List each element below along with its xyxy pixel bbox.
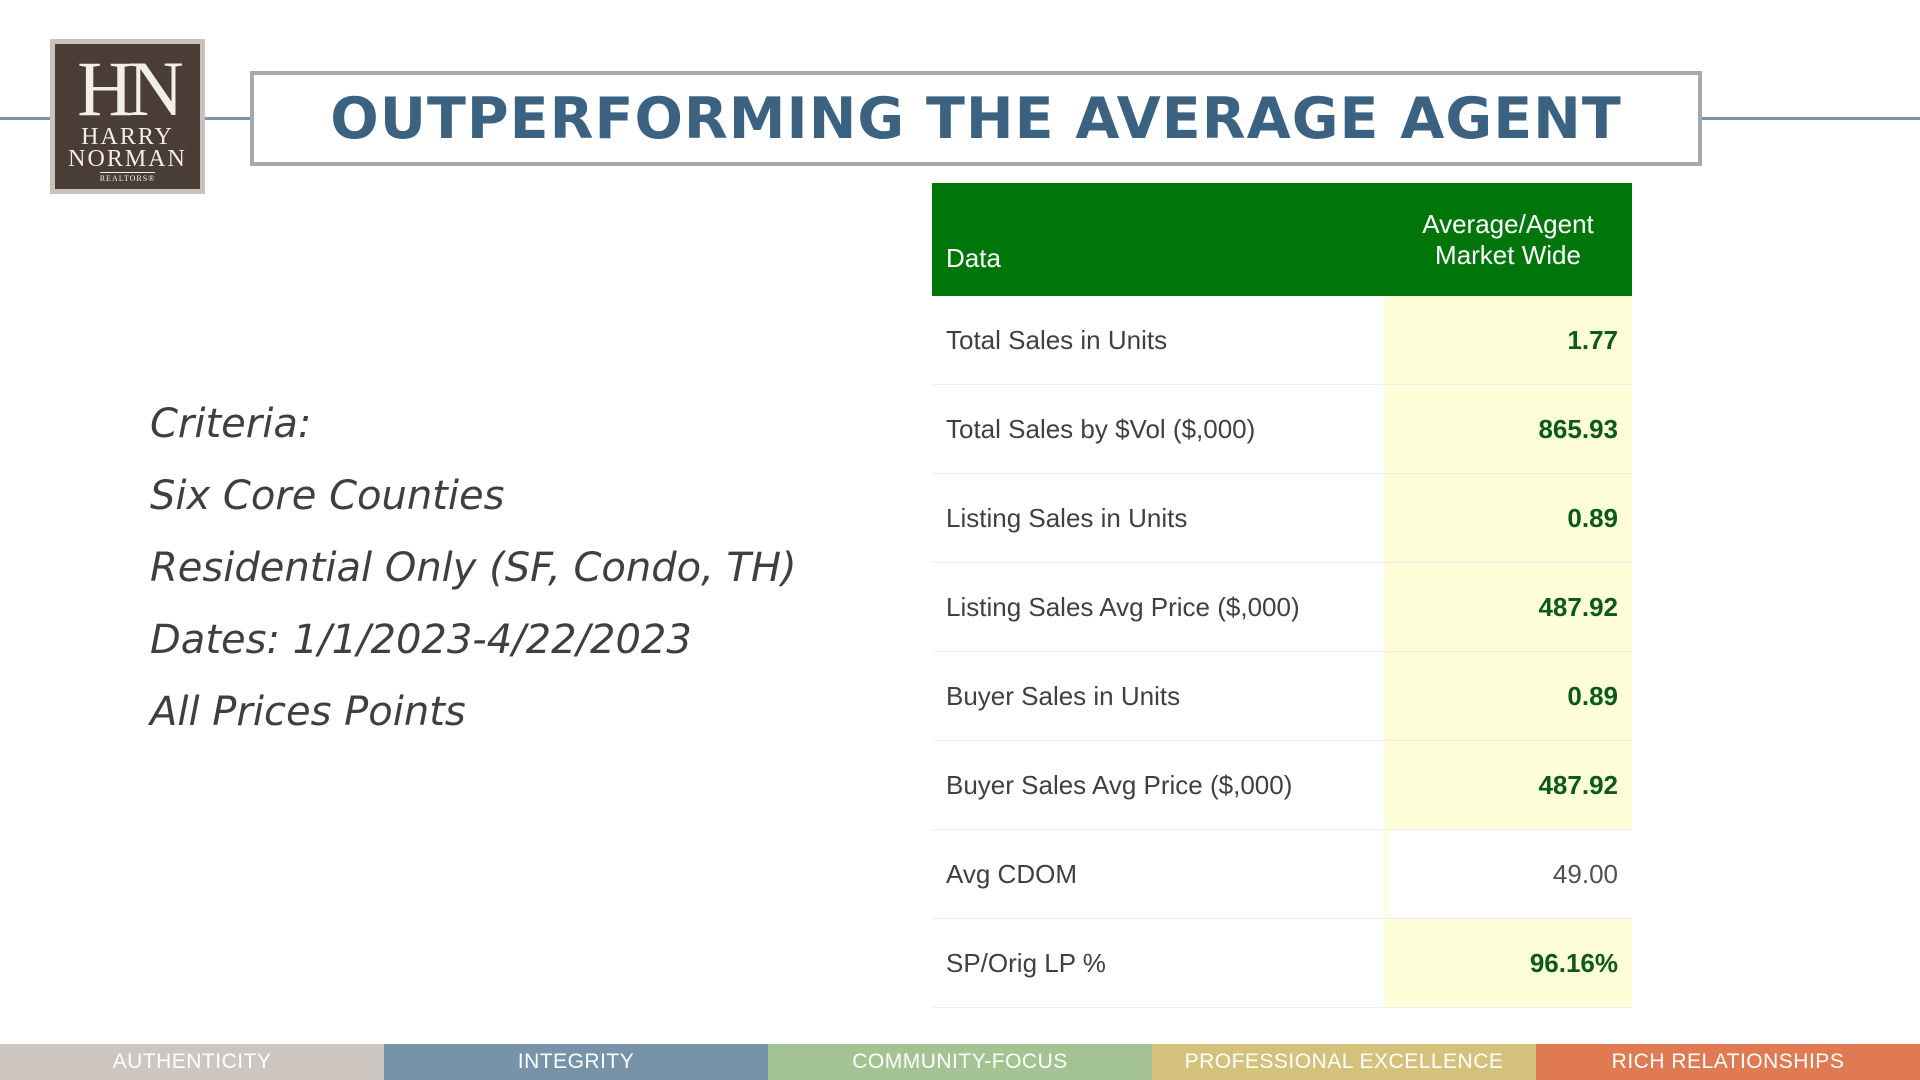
table-header: Data Average/Agent Market Wide xyxy=(932,183,1632,296)
footer-integrity: INTEGRITY xyxy=(384,1044,768,1080)
row-value: 487.92 xyxy=(1384,563,1632,651)
header-data-label: Data xyxy=(946,243,1001,273)
row-value: 487.92 xyxy=(1384,741,1632,829)
criteria-item: Residential Only (SF, Condo, TH) xyxy=(150,545,797,591)
row-value: 49.00 xyxy=(1384,830,1632,918)
row-value: 96.16% xyxy=(1384,919,1632,1007)
logo-line-norman: NORMAN xyxy=(68,146,187,172)
table-row: Avg CDOM 49.00 xyxy=(932,830,1632,919)
table-row: Buyer Sales Avg Price ($,000) 487.92 xyxy=(932,741,1632,830)
row-value: 0.89 xyxy=(1384,652,1632,740)
criteria-item: Six Core Counties xyxy=(150,473,505,519)
table-row: Buyer Sales in Units 0.89 xyxy=(932,652,1632,741)
footer-rich-relationships: RICH RELATIONSHIPS xyxy=(1536,1044,1920,1080)
header-rule-left xyxy=(0,117,52,120)
values-footer: AUTHENTICITY INTEGRITY COMMUNITY-FOCUS P… xyxy=(0,1044,1920,1080)
footer-authenticity: AUTHENTICITY xyxy=(0,1044,384,1080)
row-label: Buyer Sales in Units xyxy=(946,680,1181,711)
header-value-line2: Market Wide xyxy=(1435,239,1581,270)
table-row: Listing Sales in Units 0.89 xyxy=(932,474,1632,563)
criteria-heading: Criteria: xyxy=(150,401,312,447)
criteria-item: All Prices Points xyxy=(150,689,466,735)
row-value: 1.77 xyxy=(1384,296,1632,384)
row-label: Buyer Sales Avg Price ($,000) xyxy=(946,769,1293,800)
logo-mark: HN HARRY NORMAN REALTORS® xyxy=(55,44,200,189)
stats-table: Data Average/Agent Market Wide Total Sale… xyxy=(932,183,1632,1008)
logo-line-harry: HARRY xyxy=(81,124,174,150)
harry-norman-logo: HN HARRY NORMAN REALTORS® xyxy=(50,39,205,194)
title-box: OUTPERFORMING THE AVERAGE AGENT xyxy=(250,71,1702,166)
table-row: SP/Orig LP % 96.16% xyxy=(932,919,1632,1008)
page-title: OUTPERFORMING THE AVERAGE AGENT xyxy=(330,85,1622,152)
row-label: SP/Orig LP % xyxy=(946,947,1106,978)
row-label: Listing Sales Avg Price ($,000) xyxy=(946,591,1300,622)
footer-community-focus: COMMUNITY-FOCUS xyxy=(768,1044,1152,1080)
row-value: 865.93 xyxy=(1384,385,1632,473)
row-label: Total Sales by $Vol ($,000) xyxy=(946,413,1256,444)
table-row: Listing Sales Avg Price ($,000) 487.92 xyxy=(932,563,1632,652)
header-rule-right xyxy=(1700,117,1920,120)
criteria-item: Dates: 1/1/2023-4/22/2023 xyxy=(150,617,692,663)
table-row: Total Sales by $Vol ($,000) 865.93 xyxy=(932,385,1632,474)
logo-monogram: HN xyxy=(77,45,184,132)
row-label: Listing Sales in Units xyxy=(946,502,1188,533)
criteria-list: Criteria: Six Core Counties Residential … xyxy=(150,388,797,748)
row-label: Total Sales in Units xyxy=(946,324,1168,355)
header-rule-middle xyxy=(205,117,250,120)
header-value-line1: Average/Agent xyxy=(1422,208,1594,239)
row-label: Avg CDOM xyxy=(946,858,1077,889)
table-row: Total Sales in Units 1.77 xyxy=(932,296,1632,385)
row-value: 0.89 xyxy=(1384,474,1632,562)
header-value-label: Average/Agent Market Wide xyxy=(1384,183,1632,296)
footer-professional-excellence: PROFESSIONAL EXCELLENCE xyxy=(1152,1044,1536,1080)
logo-realtors: REALTORS® xyxy=(99,172,156,183)
